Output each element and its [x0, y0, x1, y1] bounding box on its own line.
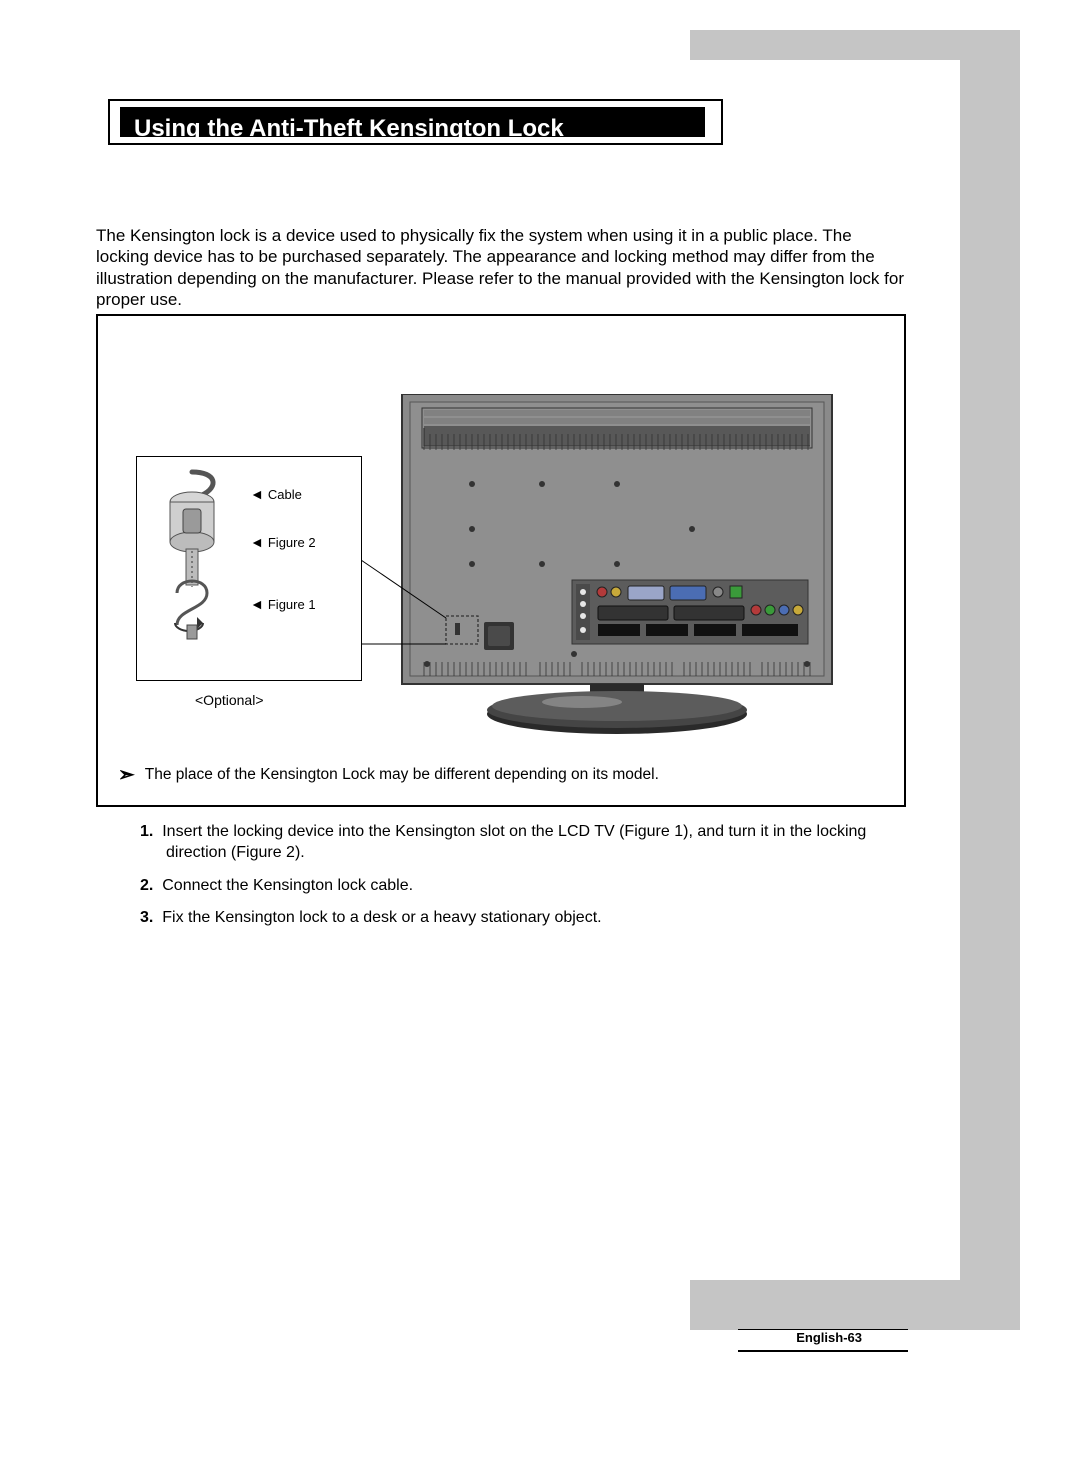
optional-label: <Optional>: [195, 692, 264, 708]
step-3-text: Fix the Kensington lock to a desk or a h…: [162, 909, 601, 926]
label-figure2: ◄ Figure 2: [250, 535, 316, 549]
arrow-icon: ◄: [250, 597, 264, 611]
intro-text: The Kensington lock is a device used to …: [96, 225, 906, 310]
page-number: English-63: [796, 1330, 862, 1345]
step-2: 2. Connect the Kensington lock cable.: [140, 876, 908, 897]
lock-labels: ◄ Cable ◄ Figure 2 ◄ Figure 1: [250, 487, 316, 645]
steps-list: 1. Insert the locking device into the Ke…: [118, 822, 908, 941]
arrow-icon: ◄: [250, 487, 264, 501]
page: Using the Anti-Theft Kensington Lock The…: [0, 0, 1080, 1482]
note-row: ➣ The place of the Kensington Lock may b…: [118, 762, 659, 787]
label-figure2-text: Figure 2: [268, 536, 316, 549]
step-1: 1. Insert the locking device into the Ke…: [140, 822, 908, 864]
label-figure1-text: Figure 1: [268, 598, 316, 611]
note-text: The place of the Kensington Lock may be …: [145, 766, 659, 784]
tv-back-illustration: [352, 394, 882, 784]
label-cable: ◄ Cable: [250, 487, 316, 501]
step-2-text: Connect the Kensington lock cable.: [162, 877, 413, 894]
label-figure1: ◄ Figure 1: [250, 597, 316, 611]
footer-rule: [738, 1350, 908, 1352]
arrow-icon: ◄: [250, 535, 264, 549]
figure-box: ◄ Cable ◄ Figure 2 ◄ Figure 1 <Optional>…: [96, 314, 906, 807]
step-1-text: Insert the locking device into the Kensi…: [162, 823, 866, 861]
kensington-lock-icon: [147, 467, 237, 647]
lock-detail-box: ◄ Cable ◄ Figure 2 ◄ Figure 1 <Optional>: [136, 456, 362, 681]
page-title: Using the Anti-Theft Kensington Lock: [110, 101, 705, 143]
step-3: 3. Fix the Kensington lock to a desk or …: [140, 908, 908, 929]
note-arrow-icon: ➣: [118, 762, 135, 787]
title-band: Using the Anti-Theft Kensington Lock: [108, 99, 723, 145]
label-cable-text: Cable: [268, 488, 302, 501]
